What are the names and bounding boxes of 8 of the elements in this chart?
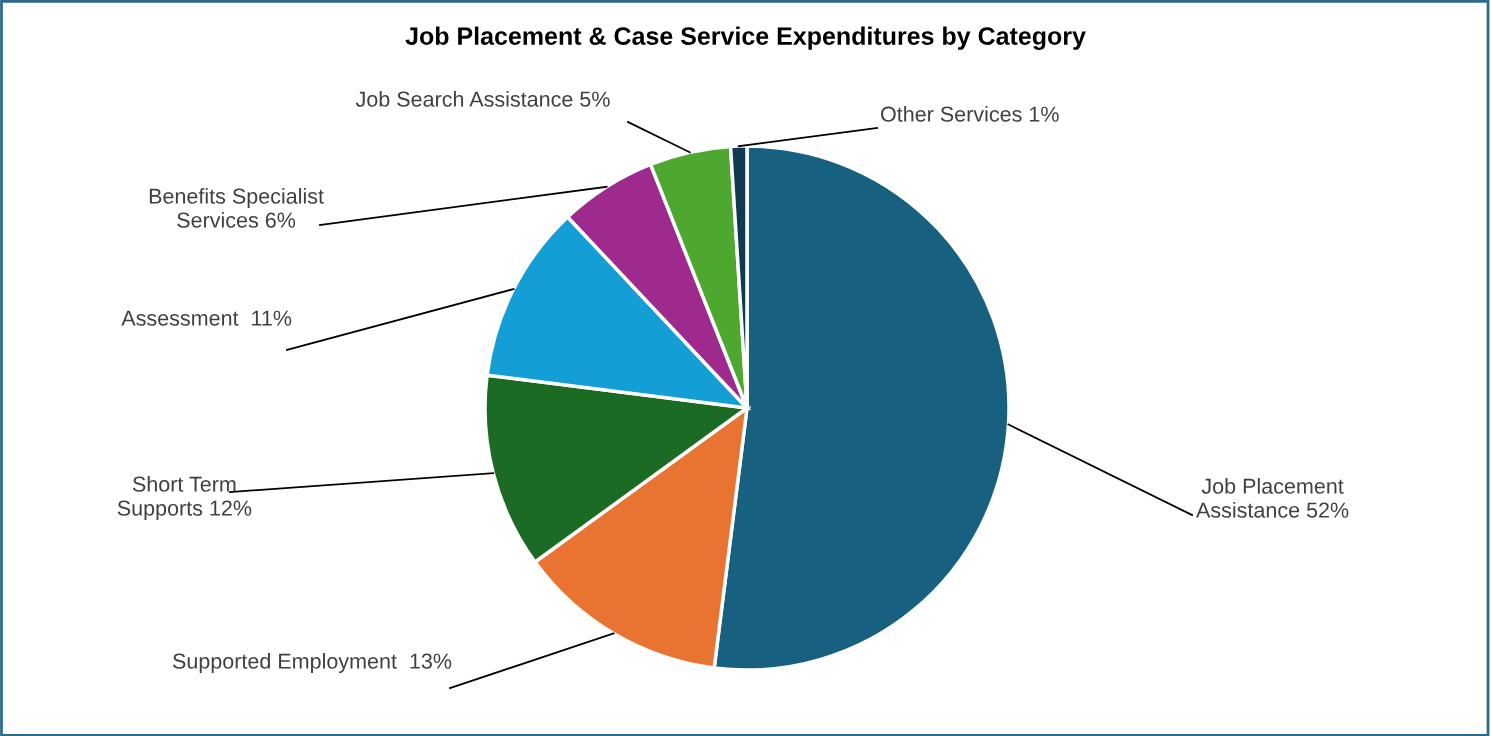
slice-label: Benefits Specialist Services 6% xyxy=(149,187,324,228)
slice-label: Other Services 1% xyxy=(881,105,1059,122)
slice-label: Job Placement Assistance 52% xyxy=(1196,477,1349,518)
slice-label: Job Search Assistance 5% xyxy=(355,90,610,107)
slice-label: Short Term Supports 12% xyxy=(117,475,252,521)
slice-label: Assessment 11% xyxy=(121,310,292,326)
chart-title: Job Placement & Case Service Expenditures by Category xyxy=(405,26,1086,50)
slice-label: Supported Employment 13% xyxy=(172,652,452,674)
